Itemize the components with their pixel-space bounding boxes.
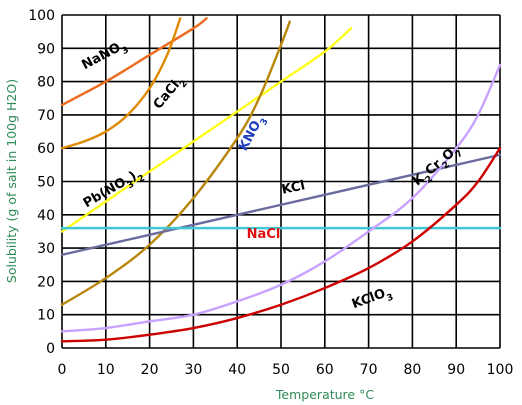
y-tick-label: 80	[37, 75, 55, 91]
y-tick-label: 30	[37, 241, 55, 257]
x-tick-label: 100	[487, 362, 514, 378]
y-tick-label: 60	[37, 141, 55, 157]
curve-label-nacl: NaCl	[247, 227, 281, 242]
y-tick-label: 20	[37, 274, 55, 290]
y-tick-label: 70	[37, 108, 55, 124]
curves	[60, 17, 502, 343]
y-axis-title: Solubility (g of salt in 100g H2O)	[4, 79, 19, 283]
x-tick-label: 0	[58, 362, 67, 378]
x-tick-label: 60	[316, 362, 334, 378]
x-tick-labels: 0 10 20 30 40 50 60 70 80 90 100	[58, 362, 514, 378]
series-line-kno3	[60, 20, 291, 306]
y-tick-label: 0	[46, 341, 55, 357]
x-tick-label: 20	[141, 362, 159, 378]
curve-label-kcl: KCl	[280, 178, 306, 198]
series-line-cacl2	[60, 17, 182, 150]
y-tick-label: 40	[37, 208, 55, 224]
x-tick-label: 90	[447, 362, 465, 378]
y-tick-labels: 0 10 20 30 40 50 60 70 80 90 100	[28, 8, 55, 357]
y-tick-label: 10	[37, 308, 55, 324]
x-tick-label: 40	[228, 362, 246, 378]
x-tick-label: 10	[97, 362, 115, 378]
grid	[61, 14, 501, 349]
y-tick-label: 100	[28, 8, 55, 24]
series-line-kclo3	[60, 147, 502, 343]
y-tick-label: 50	[37, 175, 55, 191]
x-tick-label: 80	[403, 362, 421, 378]
series-line-pb-no3-2	[60, 27, 353, 233]
x-tick-label: 70	[360, 362, 378, 378]
series-line-nano3	[60, 17, 208, 107]
x-tick-label: 50	[272, 362, 290, 378]
x-axis-title: Temperature °C	[275, 387, 374, 402]
x-tick-label: 30	[184, 362, 202, 378]
series-line-k2cr2o7	[60, 63, 502, 333]
y-tick-label: 90	[37, 41, 55, 57]
series-line-kcl	[60, 153, 502, 256]
